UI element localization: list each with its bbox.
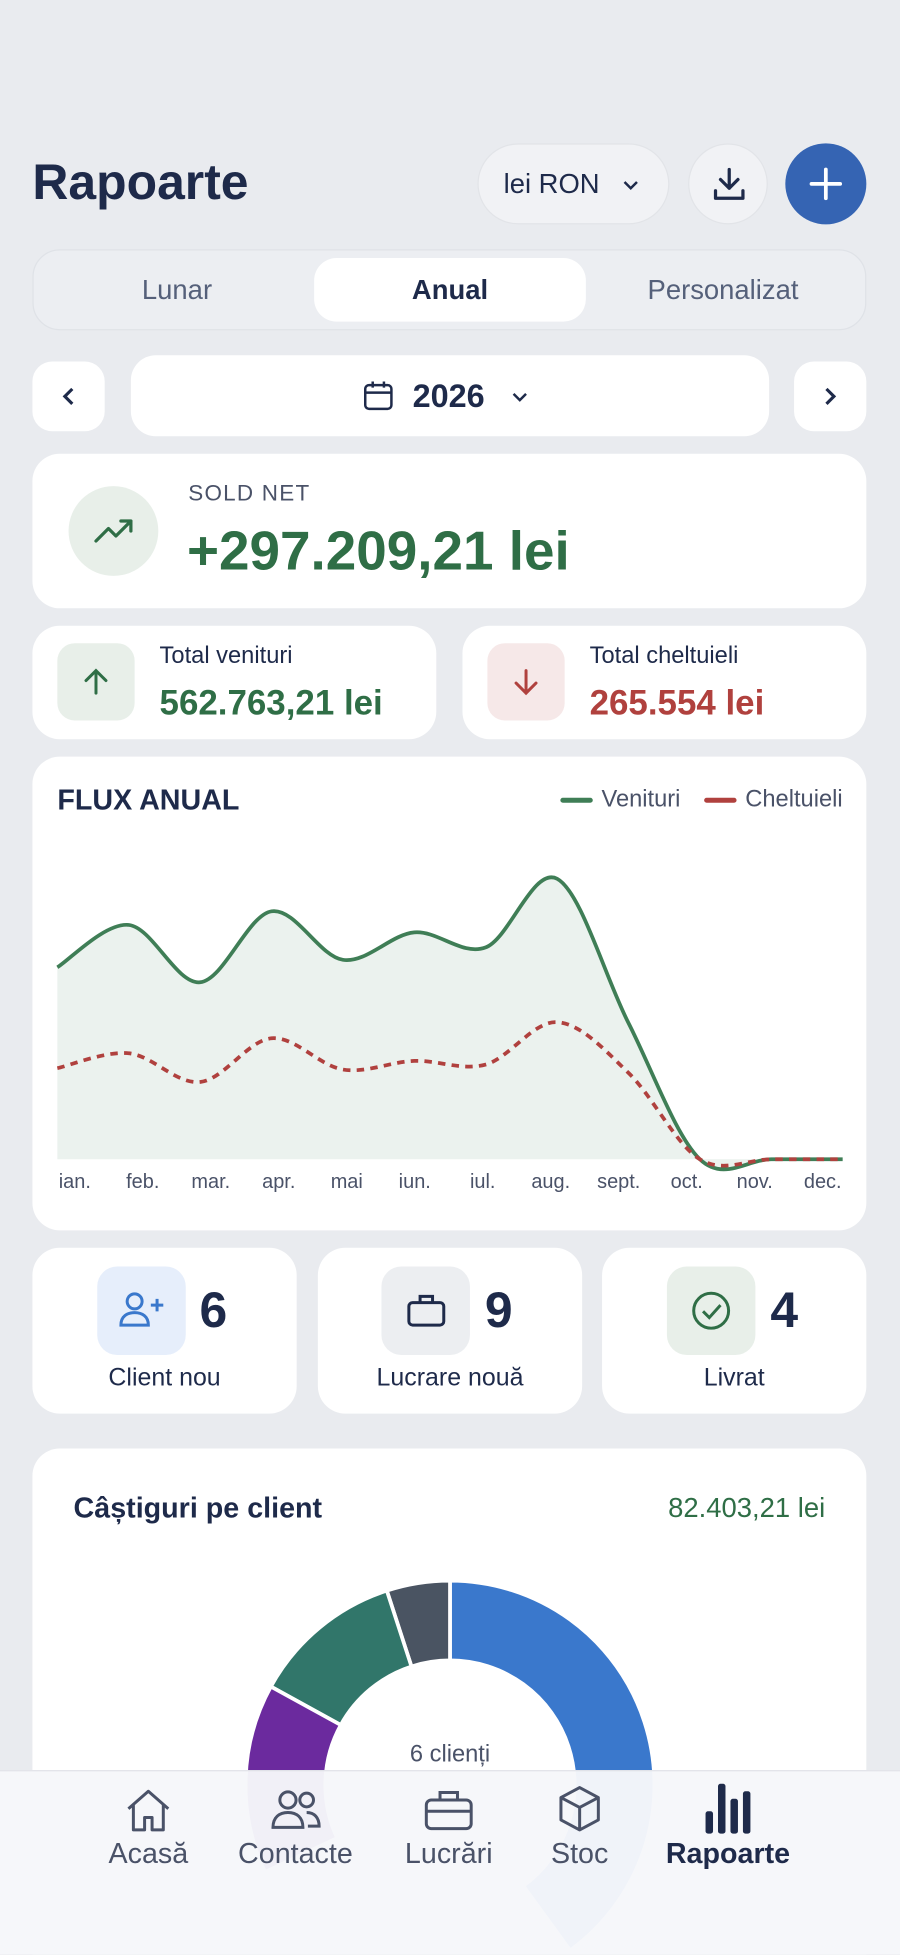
download-button[interactable] <box>688 143 768 225</box>
stat-value: 9 <box>484 1283 513 1339</box>
donut-segment <box>384 1578 452 1669</box>
reports-icon <box>705 1783 751 1834</box>
nav-item[interactable]: Rapoarte <box>665 1836 791 1870</box>
plus-icon <box>809 167 843 201</box>
chevron-left <box>62 387 74 405</box>
x-tick-label: iun. <box>399 1171 431 1193</box>
stat-card: 9 Lucrare nouă <box>317 1247 583 1414</box>
area <box>57 877 843 1170</box>
down-icon <box>487 643 565 721</box>
total-value: 562.763,21 lei <box>159 683 383 722</box>
calendar-icon <box>363 381 393 411</box>
x-tick-label: iul. <box>470 1171 496 1193</box>
x-tick-label: aug. <box>531 1171 570 1193</box>
x-tick-label: apr. <box>262 1171 295 1193</box>
x-tick-label: nov. <box>737 1171 773 1193</box>
chevron-icon <box>623 181 638 190</box>
works-icon <box>424 1791 473 1831</box>
donut-center-label: 6 clienți <box>410 1741 490 1767</box>
legend-label: Cheltuieli <box>745 787 842 813</box>
x-tick-label: sept. <box>597 1171 640 1193</box>
total-value: 265.554 lei <box>589 683 765 722</box>
year-picker[interactable]: 2026 <box>130 355 770 437</box>
net-card: SOLD NET +297.209,21 lei <box>32 453 867 609</box>
donut-segment <box>268 1588 414 1728</box>
legend-label: Venituri <box>601 787 680 813</box>
currency-button[interactable]: lei RON <box>477 143 670 225</box>
net-label: SOLD NET <box>188 480 311 506</box>
up-icon <box>57 643 135 721</box>
income-card: Total venituri 562.763,21 lei <box>32 625 437 740</box>
work-icon <box>381 1266 470 1355</box>
line <box>56 1020 843 1168</box>
stat-label: Livrat <box>703 1364 765 1392</box>
stat-value: 6 <box>199 1283 228 1339</box>
client-icon <box>97 1266 186 1355</box>
x-tick-label: mar. <box>191 1171 230 1193</box>
trend-icon <box>68 486 159 576</box>
stat-card: 6 Client nou <box>32 1247 297 1414</box>
chevron-right <box>825 387 837 405</box>
nav-item[interactable]: Stoc <box>550 1836 609 1870</box>
currency-label: lei RON <box>503 168 600 200</box>
bottom-nav: Acasă Contacte Lucrări Stoc Rapoarte <box>0 1770 900 1955</box>
stat-card: 4 Livrat <box>602 1247 867 1414</box>
check-icon <box>666 1266 756 1355</box>
total-label: Total cheltuieli <box>589 643 739 670</box>
page-title: Rapoarte <box>32 155 249 211</box>
download-icon <box>713 167 745 200</box>
tab[interactable]: Anual <box>411 274 489 306</box>
chevron-icon <box>512 393 527 402</box>
chart-title: FLUX ANUAL <box>57 783 240 816</box>
nav-item[interactable]: Acasă <box>108 1836 189 1870</box>
card-value: 82.403,21 lei <box>668 1492 826 1524</box>
x-tick-label: feb. <box>126 1171 159 1193</box>
expense-card: Total cheltuieli 265.554 lei <box>462 625 867 740</box>
prev-button[interactable] <box>32 361 105 432</box>
stock-icon <box>559 1786 600 1832</box>
tab[interactable]: Personalizat <box>647 274 799 306</box>
line-chart: ian. feb. mar. apr. mai iun. iul. aug. sept. oct.… <box>56 787 843 1193</box>
next-button[interactable] <box>794 361 867 432</box>
home-icon <box>127 1789 170 1832</box>
active-tab <box>314 258 586 322</box>
card-title: Câștiguri pe client <box>73 1491 323 1524</box>
total-label: Total venituri <box>159 643 293 670</box>
add-button[interactable] <box>785 143 867 225</box>
stat-value: 4 <box>770 1283 799 1339</box>
year: 2026 <box>412 377 485 415</box>
contacts-icon <box>271 1790 321 1829</box>
stat-label: Lucrare nouă <box>376 1364 524 1392</box>
flow-card: FLUX ANUAL ian. feb. mar. apr. mai iun. iul. au… <box>32 756 867 1231</box>
x-tick-label: ian. <box>59 1171 91 1193</box>
net-value: +297.209,21 lei <box>186 521 570 583</box>
nav-item[interactable]: Contacte <box>238 1836 353 1870</box>
x-tick-label: dec. <box>804 1171 842 1193</box>
nav-item[interactable]: Lucrări <box>404 1836 493 1870</box>
tab[interactable]: Lunar <box>141 274 213 306</box>
x-tick-label: mai <box>331 1171 363 1193</box>
stat-label: Client nou <box>108 1364 221 1392</box>
x-tick-label: oct. <box>671 1171 703 1193</box>
